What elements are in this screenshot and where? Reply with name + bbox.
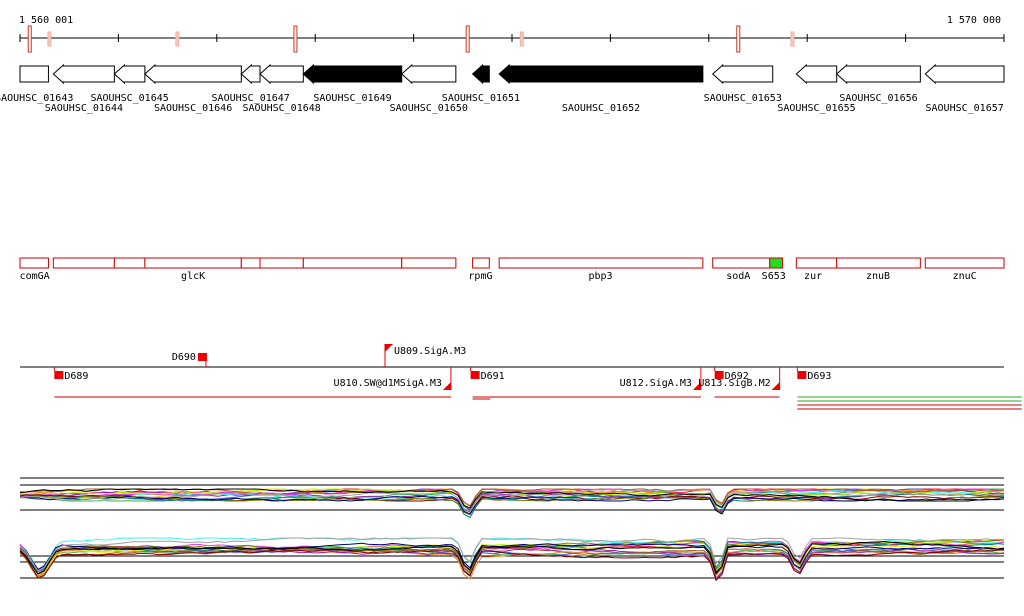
feature-label-U809.SigA.M3: U809.SigA.M3 bbox=[394, 346, 466, 357]
locus-arrow-SAOUHSC_01652[interactable] bbox=[498, 63, 704, 85]
gene-box[interactable] bbox=[472, 257, 490, 269]
ruler-marker bbox=[736, 25, 741, 53]
locus-arrow-SAOUHSC_01651[interactable] bbox=[471, 63, 490, 85]
ruler-track: 1 560 001 1 570 000 bbox=[19, 15, 1005, 53]
expression-profile-line bbox=[19, 548, 1005, 582]
gene-name-track: comGA glcK rpmG pbp3 sodA S653 zur znuB znuC bbox=[19, 257, 1005, 282]
gene-box[interactable] bbox=[769, 257, 784, 269]
locus-label-SAOUHSC_01646: SAOUHSC_01646 bbox=[154, 103, 232, 114]
expression-profile-line bbox=[19, 488, 1005, 515]
locus-label-SAOUHSC_01656: SAOUHSC_01656 bbox=[839, 93, 917, 104]
feature-label-U812.SigA.M3: U812.SigA.M3 bbox=[620, 378, 692, 389]
feature-label-U810.SW@d1MSigA.M3: U810.SW@d1MSigA.M3 bbox=[334, 378, 442, 389]
ruler-marker bbox=[175, 31, 180, 47]
gene-label-rpmG: rpmG bbox=[468, 271, 492, 282]
locus-label-SAOUHSC_01647: SAOUHSC_01647 bbox=[212, 93, 290, 104]
locus-tag-track: SAOUHSC_01643SAOUHSC_01644SAOUHSC_01645S… bbox=[0, 63, 1005, 114]
feature-marker[interactable] bbox=[714, 371, 724, 379]
gene-box[interactable] bbox=[924, 257, 1005, 269]
locus-label-SAOUHSC_01657: SAOUHSC_01657 bbox=[925, 103, 1003, 114]
locus-arrow-SAOUHSC_01648[interactable] bbox=[259, 63, 304, 85]
gene-label-S653: S653 bbox=[762, 271, 786, 282]
locus-label-SAOUHSC_01645: SAOUHSC_01645 bbox=[90, 93, 168, 104]
locus-arrow-SAOUHSC_01656[interactable] bbox=[835, 63, 921, 85]
locus-label-SAOUHSC_01643: SAOUHSC_01643 bbox=[0, 93, 73, 104]
expression-profile-line bbox=[19, 540, 1005, 575]
gene-label-zur: zur bbox=[804, 271, 822, 282]
promoter-flag[interactable] bbox=[771, 382, 780, 390]
locus-label-SAOUHSC_01655: SAOUHSC_01655 bbox=[777, 103, 855, 114]
expression-profile-line bbox=[19, 537, 1005, 572]
expression-profile-track bbox=[19, 477, 1005, 582]
locus-label-SAOUHSC_01650: SAOUHSC_01650 bbox=[390, 103, 468, 114]
gene-label-sodA: sodA bbox=[726, 271, 750, 282]
locus-arrow-SAOUHSC_01644[interactable] bbox=[52, 63, 115, 85]
locus-label-SAOUHSC_01653: SAOUHSC_01653 bbox=[704, 93, 782, 104]
promoter-flag[interactable] bbox=[385, 344, 394, 352]
feature-marker[interactable] bbox=[470, 371, 480, 379]
locus-arrow-SAOUHSC_01653[interactable] bbox=[711, 63, 774, 85]
locus-label-SAOUHSC_01649: SAOUHSC_01649 bbox=[313, 93, 391, 104]
ruler-marker bbox=[519, 31, 524, 47]
ruler-marker bbox=[293, 25, 298, 53]
feature-label-D689: D689 bbox=[64, 371, 88, 382]
gene-label-znuB: znuB bbox=[866, 271, 890, 282]
gene-box[interactable] bbox=[144, 257, 242, 269]
expression-profile-line bbox=[19, 488, 1005, 512]
feature-label-U813.SigB.M2: U813.SigB.M2 bbox=[698, 378, 770, 389]
ruler-marker bbox=[27, 25, 32, 53]
gene-box[interactable] bbox=[712, 257, 771, 269]
gene-box[interactable] bbox=[52, 257, 115, 269]
ruler-end-label: 1 570 000 bbox=[947, 15, 1001, 26]
gene-label-comGA: comGA bbox=[20, 271, 50, 282]
gene-box[interactable] bbox=[498, 257, 704, 269]
ruler-marker bbox=[790, 31, 795, 47]
feature-marker[interactable] bbox=[797, 371, 807, 379]
locus-label-SAOUHSC_01648: SAOUHSC_01648 bbox=[243, 103, 321, 114]
regulatory-feature-track: D689 D690 U809.SigA.M3 U810.SW@d1MSigA.M3 D6… bbox=[20, 344, 1004, 390]
ruler-marker bbox=[465, 25, 470, 53]
gene-box[interactable] bbox=[302, 257, 403, 269]
promoter-flag[interactable] bbox=[442, 382, 451, 390]
feature-marker[interactable] bbox=[54, 371, 64, 379]
feature-label-D690: D690 bbox=[172, 352, 196, 363]
locus-arrow-SAOUHSC_01657[interactable] bbox=[924, 63, 1005, 85]
feature-marker[interactable] bbox=[197, 353, 207, 361]
ruler-marker bbox=[47, 31, 52, 47]
gene-box[interactable] bbox=[19, 257, 49, 269]
gene-box[interactable] bbox=[836, 257, 921, 269]
gene-label-pbp3: pbp3 bbox=[588, 271, 612, 282]
gene-box[interactable] bbox=[259, 257, 304, 269]
gene-box[interactable] bbox=[795, 257, 838, 269]
gene-box[interactable] bbox=[240, 257, 261, 269]
gene-box[interactable] bbox=[113, 257, 146, 269]
expression-profile-line bbox=[19, 542, 1005, 574]
locus-arrow-SAOUHSC_01646[interactable] bbox=[144, 63, 242, 85]
promoter-flag[interactable] bbox=[692, 382, 701, 390]
gene-label-glcK: glcK bbox=[181, 271, 205, 282]
locus-label-SAOUHSC_01651: SAOUHSC_01651 bbox=[442, 93, 520, 104]
expression-profile-line bbox=[19, 495, 1005, 515]
transcript-track bbox=[54, 396, 1022, 410]
expression-profile-line bbox=[19, 546, 1005, 580]
locus-arrow-SAOUHSC_01655[interactable] bbox=[795, 63, 838, 85]
locus-arrow-SAOUHSC_01643[interactable] bbox=[19, 65, 49, 83]
feature-label-D692: D692 bbox=[725, 371, 749, 382]
locus-arrow-SAOUHSC_01647[interactable] bbox=[240, 63, 261, 85]
locus-arrow-SAOUHSC_01645[interactable] bbox=[113, 63, 146, 85]
feature-label-D691: D691 bbox=[481, 371, 505, 382]
locus-label-SAOUHSC_01652: SAOUHSC_01652 bbox=[562, 103, 640, 114]
locus-arrow-SAOUHSC_01649[interactable] bbox=[302, 63, 403, 85]
feature-label-D693: D693 bbox=[807, 371, 831, 382]
gene-box[interactable] bbox=[401, 257, 457, 269]
expression-profile-line bbox=[19, 488, 1005, 509]
locus-arrow-SAOUHSC_01650[interactable] bbox=[400, 63, 457, 85]
locus-label-SAOUHSC_01644: SAOUHSC_01644 bbox=[45, 103, 123, 114]
gene-label-znuC: znuC bbox=[953, 271, 977, 282]
ruler-start-label: 1 560 001 bbox=[19, 15, 73, 26]
